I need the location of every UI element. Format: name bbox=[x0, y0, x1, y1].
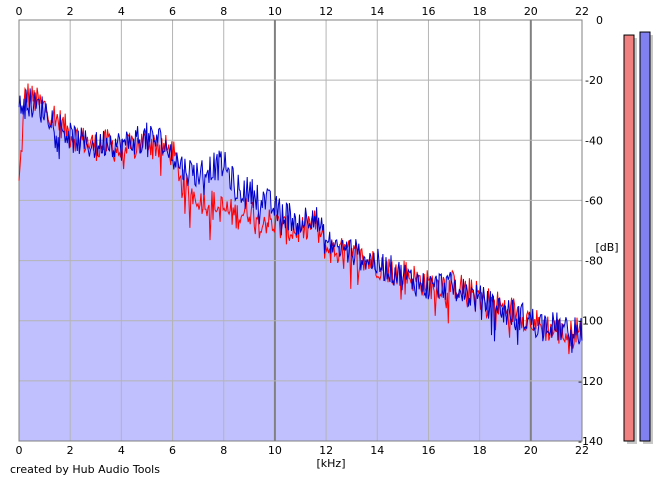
x-tick-label: 6 bbox=[169, 444, 176, 457]
x-tick-label: 8 bbox=[220, 5, 227, 18]
x-tick-label: 14 bbox=[370, 444, 384, 457]
credit-text: created by Hub Audio Tools bbox=[10, 463, 160, 476]
spectrum-fill-area bbox=[19, 83, 582, 441]
y-tick-label: -20 bbox=[585, 74, 603, 87]
x-tick-label: 8 bbox=[220, 444, 227, 457]
x-tick-label: 12 bbox=[319, 444, 333, 457]
level-meter-left bbox=[623, 34, 635, 442]
grid-lines bbox=[18, 19, 583, 442]
x-tick-label: 4 bbox=[118, 5, 125, 18]
x-tick-label: 12 bbox=[319, 5, 333, 18]
x-axis-label: [kHz] bbox=[317, 457, 346, 470]
x-tick-label: 22 bbox=[575, 444, 589, 457]
y-tick-label: 0 bbox=[596, 14, 603, 27]
x-tick-label: 18 bbox=[473, 5, 487, 18]
y-tick-label: -60 bbox=[585, 194, 603, 207]
plot-border bbox=[18, 19, 583, 442]
x-tick-label: 18 bbox=[473, 444, 487, 457]
y-tick-label: -100 bbox=[578, 315, 603, 328]
x-tick-label: 14 bbox=[370, 5, 384, 18]
spectrum-series bbox=[18, 83, 583, 355]
series-line-right bbox=[18, 88, 583, 353]
x-tick-label: 2 bbox=[67, 5, 74, 18]
x-tick-label: 16 bbox=[421, 5, 435, 18]
x-tick-label: 2 bbox=[67, 444, 74, 457]
y-tick-label: -140 bbox=[578, 435, 603, 448]
x-tick-label: 10 bbox=[268, 444, 282, 457]
y-axis-label: [dB] bbox=[595, 241, 618, 254]
level-meter-right bbox=[639, 31, 651, 442]
y-tick-label: -80 bbox=[585, 255, 603, 268]
level-meters bbox=[623, 31, 653, 445]
x-tick-label: 10 bbox=[268, 5, 282, 18]
x-tick-label: 16 bbox=[421, 444, 435, 457]
x-tick-label: 20 bbox=[524, 444, 538, 457]
x-tick-label: 6 bbox=[169, 5, 176, 18]
x-tick-labels-top: 0 2 4 6 8 10 12 14 16 18 20 22 bbox=[16, 5, 590, 18]
x-tick-label: 4 bbox=[118, 444, 125, 457]
x-tick-label: 0 bbox=[16, 444, 23, 457]
spectrum-area-fill bbox=[19, 83, 582, 441]
y-tick-label: -40 bbox=[585, 134, 603, 147]
y-tick-label: -120 bbox=[578, 375, 603, 388]
x-tick-label: 20 bbox=[524, 5, 538, 18]
x-tick-label: 0 bbox=[16, 5, 23, 18]
y-tick-labels: 0 -20 -40 -60 -80 -100 -120 -140 bbox=[578, 14, 603, 448]
x-tick-labels-bottom: 0 2 4 6 8 10 12 14 16 18 20 22 bbox=[16, 444, 590, 457]
x-tick-label: 22 bbox=[575, 5, 589, 18]
